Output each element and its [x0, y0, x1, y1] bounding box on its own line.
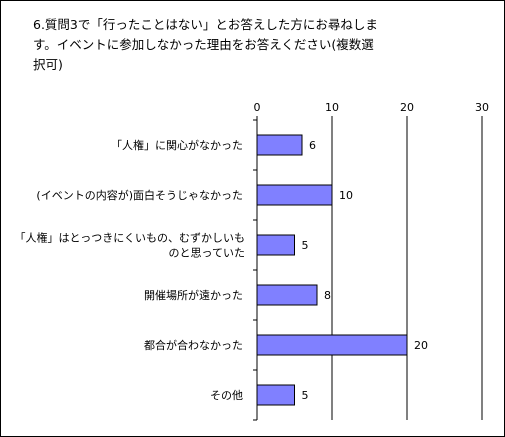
x-tick-label: 20: [400, 101, 414, 114]
chart-title-line: す。イベントに参加しなかった理由をお答えください(複数選: [33, 37, 374, 52]
data-label: 20: [414, 339, 428, 352]
x-tick-label: 10: [325, 101, 339, 114]
bar: [256, 184, 333, 206]
x-tick-label: 30: [475, 101, 489, 114]
x-tick-label: 0: [254, 101, 261, 114]
bar: [256, 334, 408, 356]
category-label: のと思っていた: [169, 247, 245, 260]
category-label: 都合が合わなかった: [144, 338, 243, 352]
category-label: その他: [210, 389, 243, 402]
bar: [256, 134, 303, 156]
bar: [256, 384, 295, 406]
chart-title-line: 6.質問3で「行ったことはない」とお答えした方にお尋ねしま: [33, 17, 378, 32]
data-label: 8: [324, 289, 331, 302]
bar: [256, 284, 318, 306]
category-label: 開催場所が遠かった: [144, 288, 243, 302]
chart-title: 6.質問3で「行ったことはない」とお答えした方にお尋ねしま す。イベントに参加しな…: [33, 15, 483, 75]
plot-area: [257, 120, 482, 420]
chart-title-line: 択可): [33, 57, 63, 72]
data-label: 5: [302, 389, 309, 402]
category-label: 「人権」に関心がなかった: [111, 138, 243, 152]
data-label: 10: [339, 189, 353, 202]
data-label: 6: [309, 139, 316, 152]
bar: [256, 234, 295, 256]
data-label: 5: [302, 239, 309, 252]
category-label: 「人権」はとっつきにくいもの、むずかしいも: [15, 231, 245, 245]
category-label: (イベントの内容が)面白そうじゃなかった: [36, 188, 243, 202]
